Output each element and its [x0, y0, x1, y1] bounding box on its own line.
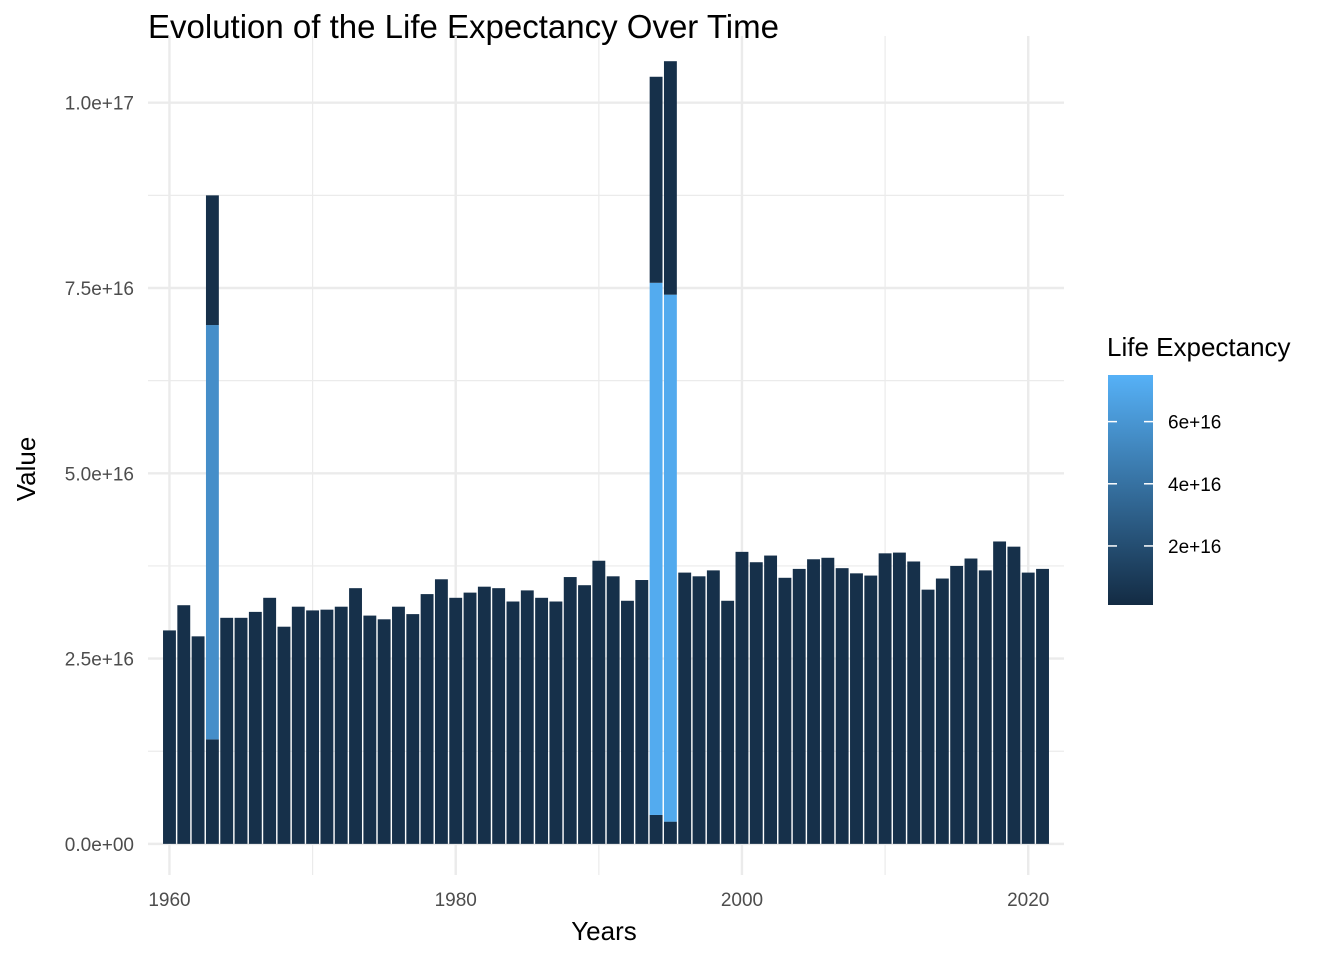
bar-1994-segment-1: [649, 814, 663, 844]
bar-2001: [749, 562, 763, 844]
bar-1977: [406, 614, 420, 844]
bar-1986: [535, 597, 549, 844]
bars: [163, 61, 1049, 844]
bar-1981: [463, 592, 477, 844]
bar-1969: [291, 606, 305, 844]
bar-1976: [392, 606, 405, 844]
bar-1964: [220, 617, 234, 844]
bar-2005: [807, 559, 820, 844]
bar-2006: [821, 557, 835, 844]
bar-1970: [306, 610, 320, 844]
bar-1995-segment-1: [663, 821, 677, 844]
y-axis-title: Value: [11, 437, 41, 502]
bar-1998: [706, 570, 720, 844]
bar-1996: [678, 572, 692, 844]
bar-1963-segment-3: [205, 195, 219, 326]
bar-2018: [993, 541, 1007, 844]
chart-title: Evolution of the Life Expectancy Over Ti…: [148, 8, 779, 45]
axes: 1960 1980 2000 2020 0.0e+00 2.5e+16 5.0e+16 7.5…: [65, 94, 1050, 911]
bar-1961: [177, 605, 191, 844]
bar-1967: [263, 597, 277, 844]
y-tick-label: 7.5e+16: [65, 279, 134, 300]
bar-1978: [420, 594, 434, 844]
bar-1968: [277, 626, 291, 844]
x-tick-label: 1980: [435, 890, 477, 911]
bar-2014: [935, 578, 949, 844]
y-tick-label: 2.5e+16: [65, 650, 134, 671]
bar-2012: [907, 561, 921, 844]
bar-1997: [692, 576, 706, 844]
bar-1973: [349, 588, 362, 844]
bar-1999: [721, 600, 735, 844]
bar-1971: [320, 609, 334, 844]
bar-2007: [835, 568, 849, 844]
legend-colorbar: [1108, 375, 1153, 605]
y-tick-label: 1.0e+17: [65, 94, 134, 115]
x-tick-label: 2020: [1007, 890, 1049, 911]
bar-2013: [921, 589, 935, 844]
bar-2002: [764, 555, 778, 844]
legend-tick-label: 2e+16: [1168, 537, 1221, 558]
bar-2010: [878, 553, 892, 844]
bar-1988: [563, 577, 577, 844]
bar-1983: [492, 588, 506, 844]
bar-1984: [506, 601, 520, 844]
bar-2008: [850, 573, 863, 844]
x-tick-label: 1960: [148, 890, 190, 911]
bar-2000: [735, 551, 749, 844]
legend-tick-label: 4e+16: [1168, 475, 1221, 496]
bar-1963-segment-2: [205, 325, 219, 740]
bar-1975: [377, 619, 391, 844]
bar-1994-segment-2: [649, 282, 663, 815]
legend-tick-label: 6e+16: [1168, 413, 1221, 434]
bar-2004: [792, 568, 806, 844]
bar-1963-segment-1: [205, 739, 219, 844]
bar-1993: [635, 580, 649, 844]
bar-1995-segment-3: [663, 61, 677, 295]
bar-1995-segment-2: [663, 294, 677, 822]
bar-1965: [234, 617, 248, 844]
bar-1982: [477, 586, 491, 844]
bar-2019: [1007, 546, 1021, 844]
bar-1972: [334, 606, 348, 844]
bar-1962: [191, 636, 205, 844]
legend-title: Life Expectancy: [1107, 332, 1291, 362]
bar-1966: [248, 611, 262, 844]
bar-2015: [950, 565, 964, 844]
bar-2016: [964, 558, 978, 844]
bar-2020: [1021, 572, 1035, 844]
y-tick-label: 0.0e+00: [65, 835, 134, 856]
bar-1987: [549, 601, 563, 844]
bar-1989: [578, 585, 591, 844]
bar-2017: [978, 570, 992, 844]
x-tick-label: 2000: [721, 890, 763, 911]
bar-2009: [864, 575, 878, 844]
x-axis-title: Years: [571, 916, 637, 946]
bar-2011: [892, 552, 906, 844]
bar-1979: [434, 579, 448, 844]
legend-ticks: 2e+16 4e+16 6e+16: [1108, 413, 1221, 558]
bar-2003: [778, 577, 792, 844]
bar-1960: [163, 630, 176, 844]
bar-1990: [592, 560, 606, 844]
bar-1991: [606, 576, 620, 844]
bar-2021: [1036, 568, 1049, 844]
bar-1980: [449, 597, 463, 844]
bar-1985: [520, 590, 534, 844]
bar-1994-segment-3: [649, 76, 663, 283]
bar-1974: [363, 615, 377, 844]
color-legend: Life Expectancy 2e+16 4e+16 6e+16: [1107, 332, 1291, 605]
bar-1992: [621, 600, 634, 844]
y-tick-label: 5.0e+16: [65, 464, 134, 485]
